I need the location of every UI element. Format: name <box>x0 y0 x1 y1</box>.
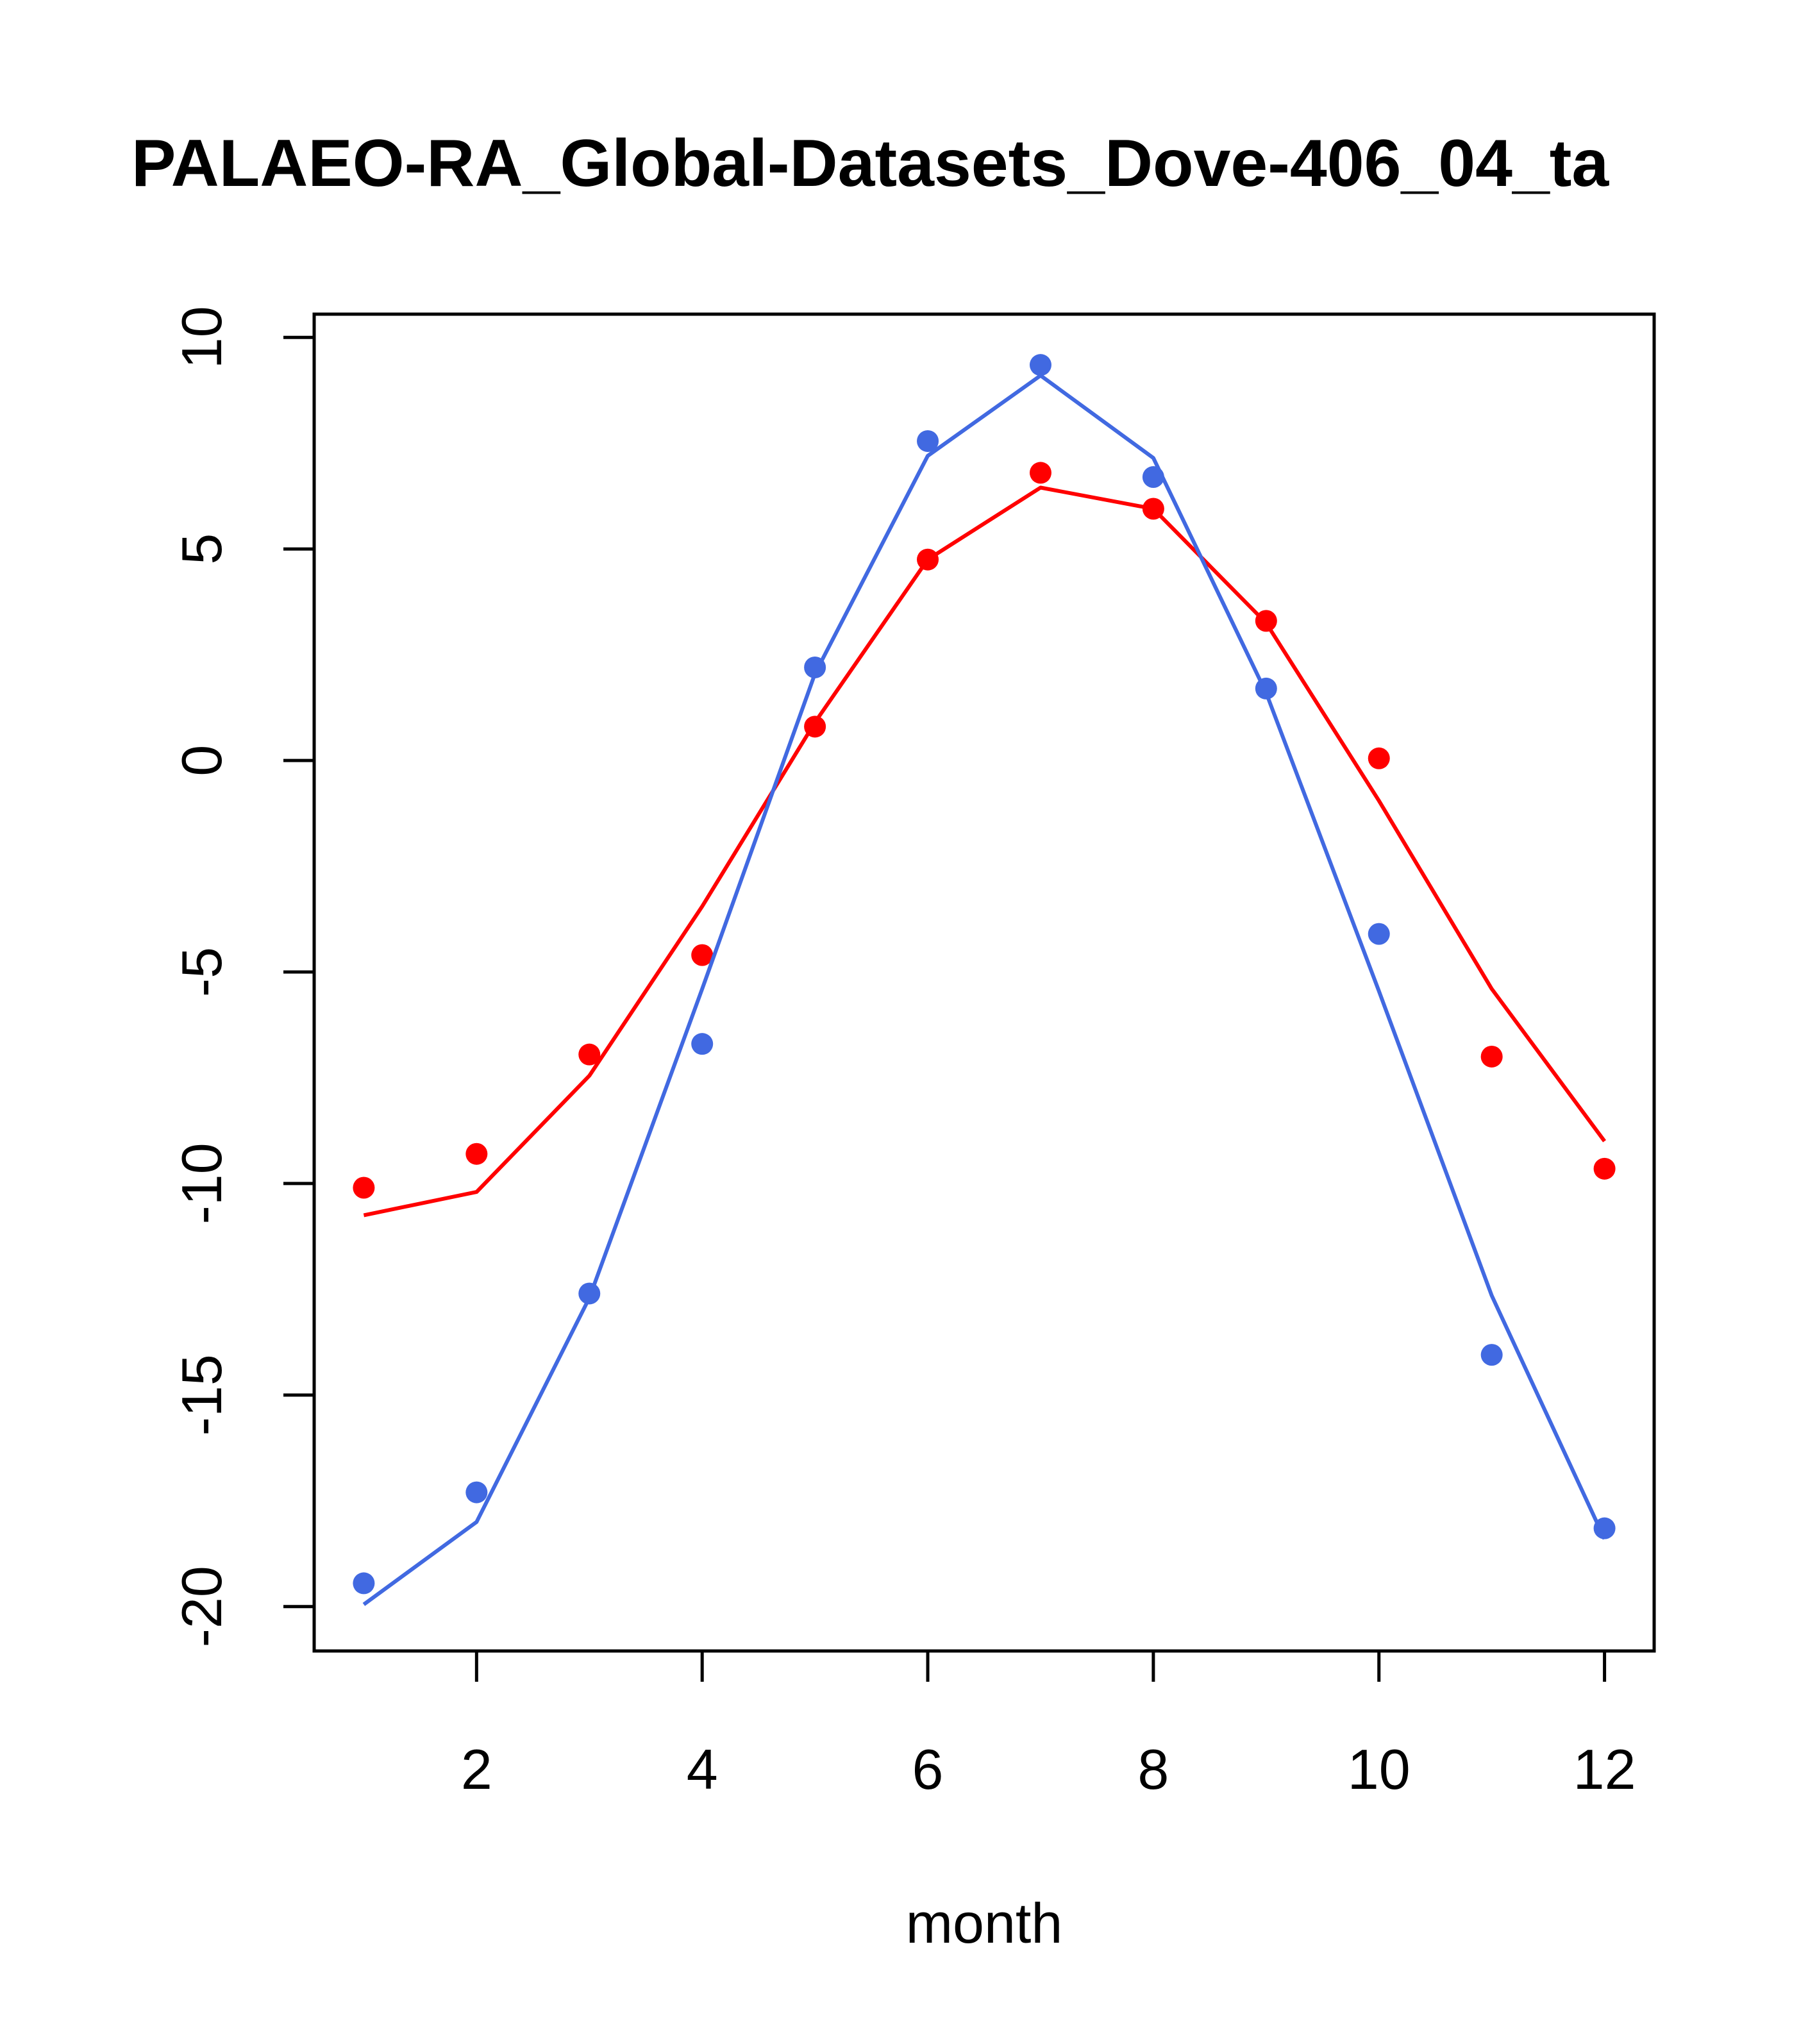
chart-title: PALAEO-RA_Global-Datasets_Dove-406_04_ta <box>131 126 1609 201</box>
blue-points-point <box>1142 466 1164 489</box>
x-tick-label: 12 <box>1573 1738 1636 1801</box>
red-points-point <box>1255 610 1277 632</box>
y-tick-label: -5 <box>170 947 233 997</box>
y-tick-label: -15 <box>170 1354 233 1436</box>
series-layer <box>353 354 1616 1606</box>
red-points-point <box>1593 1157 1616 1180</box>
red-points-point <box>578 1043 601 1066</box>
blue-points-point <box>1480 1344 1503 1366</box>
x-tick-label: 2 <box>461 1738 492 1801</box>
red-points-point <box>1480 1045 1503 1068</box>
blue-points-point <box>917 430 939 452</box>
y-tick-label: 5 <box>170 533 233 565</box>
x-tick-label: 8 <box>1137 1738 1169 1801</box>
red-points-point <box>804 716 826 738</box>
x-tick-label: 6 <box>912 1738 944 1801</box>
blue-line <box>362 373 1607 1606</box>
red-points-point <box>1368 747 1390 769</box>
red-points-point <box>353 1177 375 1199</box>
blue-points-point <box>578 1282 601 1305</box>
x-tick-label: 10 <box>1348 1738 1411 1801</box>
x-axis: 2 4 6 8 10 12 <box>461 1649 1636 1801</box>
blue-points-point <box>804 656 826 678</box>
blue-points-point <box>1368 923 1390 945</box>
x-tick-label: 4 <box>687 1738 718 1801</box>
red-line <box>363 485 1607 1218</box>
y-tick-label: -20 <box>170 1566 233 1647</box>
y-tick-label: 0 <box>170 745 233 776</box>
blue-points-point <box>1029 354 1051 376</box>
red-points-point <box>465 1143 488 1165</box>
red-points <box>353 462 1616 1199</box>
x-axis-label: month <box>906 1891 1063 1955</box>
blue-points-point <box>465 1481 488 1504</box>
red-points-point <box>691 944 714 966</box>
blue-points-point <box>1593 1517 1616 1539</box>
red-points-point <box>1029 462 1051 484</box>
y-axis: -20 -15 -10 -5 0 5 10 <box>170 306 316 1647</box>
blue-points-point <box>691 1033 714 1055</box>
blue-points-point <box>353 1572 375 1595</box>
blue-points-point <box>1255 677 1277 699</box>
red-points-point <box>1142 498 1164 520</box>
blue-points <box>353 354 1616 1595</box>
plot-frame <box>312 312 1656 1653</box>
y-tick-label: 10 <box>170 306 233 369</box>
y-tick-label: -10 <box>170 1143 233 1224</box>
red-points-point <box>917 548 939 571</box>
